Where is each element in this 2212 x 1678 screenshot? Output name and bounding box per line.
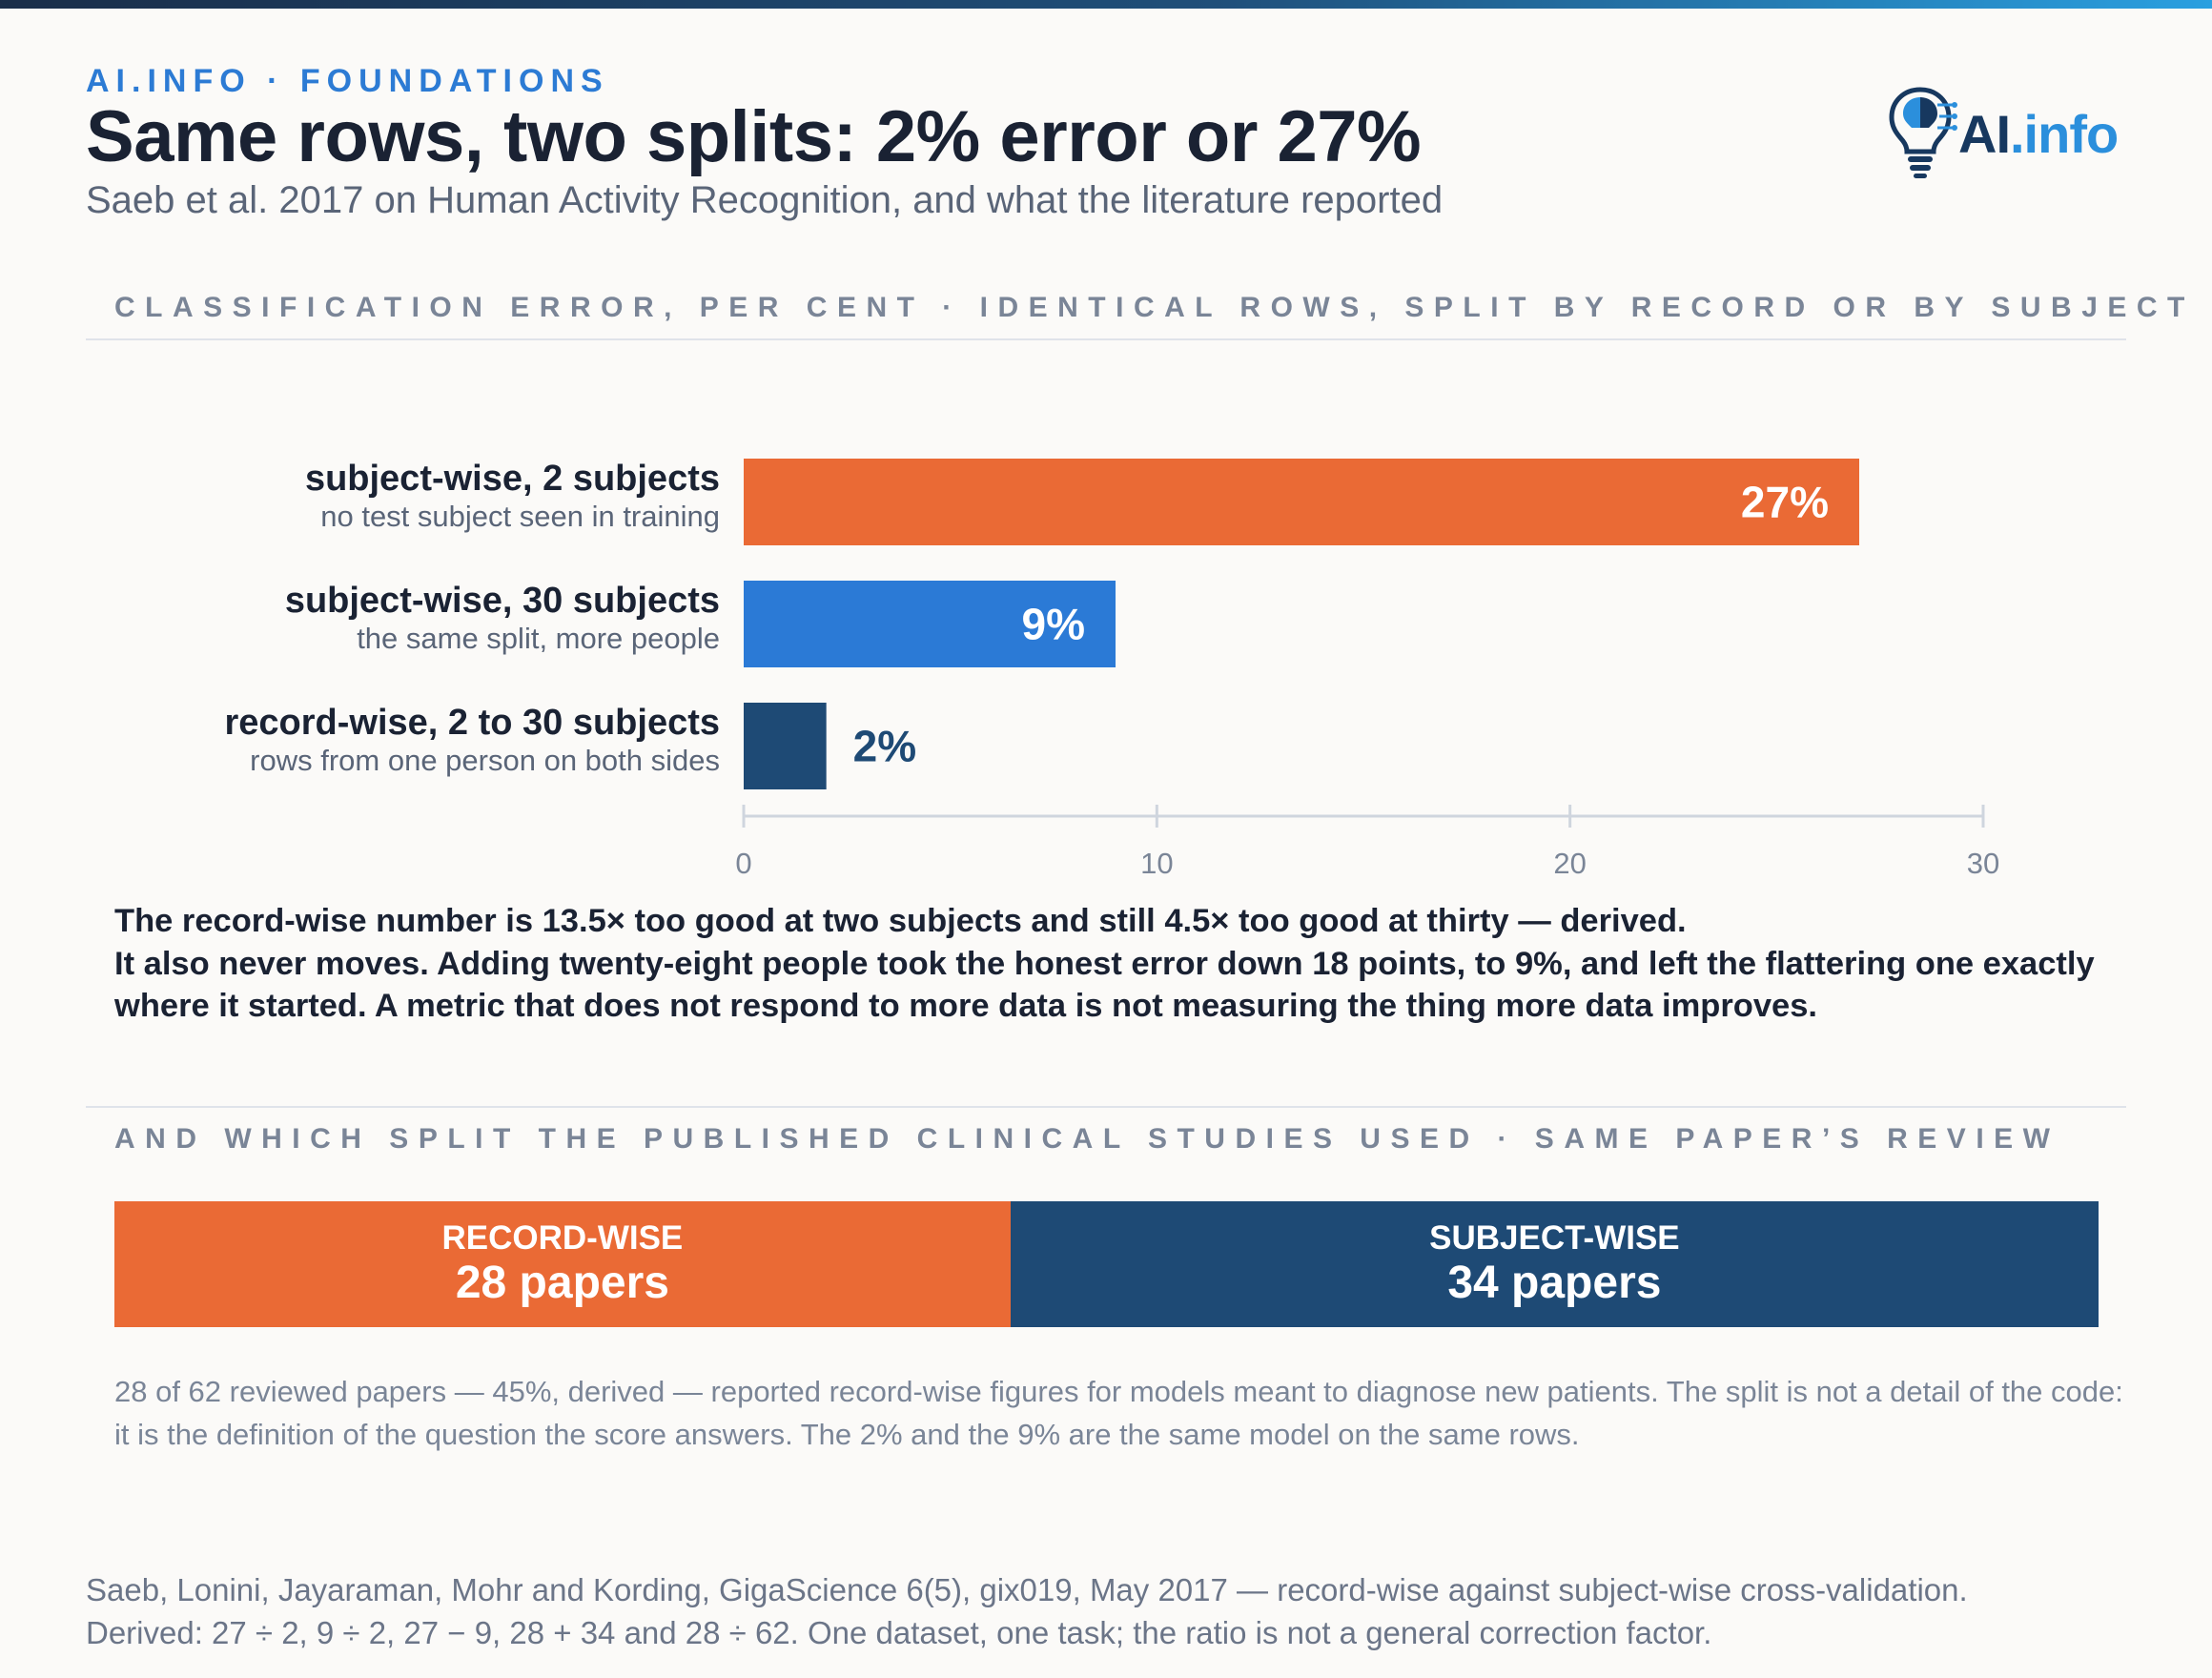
- x-tick-label: 0: [735, 847, 751, 880]
- split-section-title: AND WHICH SPLIT THE PUBLISHED CLINICAL S…: [114, 1123, 2060, 1155]
- bar-subject-2: [744, 459, 1859, 545]
- eyebrow: AI.INFO · FOUNDATIONS: [86, 63, 609, 99]
- row-label-subject-30: subject-wise, 30 subjects the same split…: [284, 581, 720, 655]
- brand-logo: AI.info: [1882, 84, 2130, 179]
- bar-chart: 27% 9% 2% 0 10 20 30: [735, 459, 1999, 880]
- bar-value-label: 2%: [853, 722, 916, 771]
- section-divider: [86, 1106, 2126, 1108]
- page-subtitle: Saeb et al. 2017 on Human Activity Recog…: [86, 179, 1444, 221]
- record-wise-segment: RECORD-WISE 28 papers: [114, 1201, 1011, 1327]
- row-label-record-wise: record-wise, 2 to 30 subjects rows from …: [224, 703, 720, 777]
- bar-subject-30: [744, 581, 1116, 667]
- papers-split-bar: RECORD-WISE 28 papers SUBJECT-WISE 34 pa…: [114, 1201, 2099, 1327]
- row-label-subject-2: subject-wise, 2 subjects no test subject…: [304, 459, 720, 533]
- lightbulb-brain-icon: [1889, 87, 1957, 178]
- source-footer: Saeb, Lonini, Jayaraman, Mohr and Kordin…: [86, 1572, 1968, 1650]
- x-tick-label: 10: [1140, 847, 1173, 880]
- x-tick-label: 30: [1967, 847, 1999, 880]
- section-divider: [86, 338, 2126, 340]
- chart-title: CLASSIFICATION ERROR, PER CENT · IDENTIC…: [114, 292, 2195, 323]
- bar-value-label: 27%: [1741, 478, 1829, 527]
- accent-bar: [0, 0, 2212, 9]
- subject-wise-segment: SUBJECT-WISE 34 papers: [1010, 1201, 2099, 1327]
- bar-value-label: 9%: [1022, 600, 1085, 649]
- bar-record-wise: [744, 703, 827, 789]
- takeaway-text: The record-wise number is 13.5× too good…: [114, 903, 2095, 1024]
- x-tick-label: 20: [1553, 847, 1586, 880]
- page-title: Same rows, two splits: 2% error or 27%: [86, 96, 1422, 177]
- note-text: 28 of 62 reviewed papers — 45%, derived …: [114, 1375, 2123, 1451]
- logo-wordmark: AI.info: [1958, 104, 2119, 164]
